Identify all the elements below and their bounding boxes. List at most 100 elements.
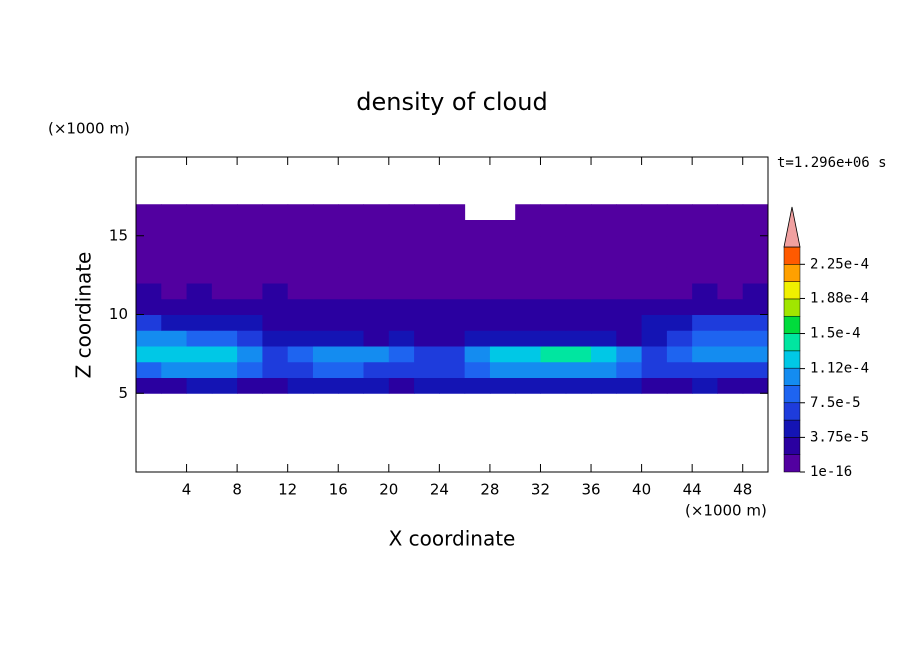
x-tick-label: 40 — [632, 481, 651, 499]
colorbar-tick-label: 1.12e-4 — [810, 361, 869, 377]
contour-cell — [515, 361, 541, 378]
contour-cell — [262, 330, 289, 347]
contour-cell — [692, 220, 718, 237]
contour-cell — [161, 314, 188, 331]
x-tick-label: 24 — [430, 481, 449, 499]
colorbar-bin — [783, 385, 801, 404]
contour-cell — [692, 283, 718, 300]
contour-cell — [616, 314, 643, 331]
contour-cell — [312, 314, 339, 331]
contour-cell — [287, 377, 314, 394]
contour-cell — [692, 377, 718, 394]
contour-cell — [489, 314, 516, 331]
contour-cell — [489, 283, 516, 300]
contour-cell — [287, 298, 314, 315]
contour-cell — [237, 346, 263, 363]
contour-cell — [591, 251, 617, 268]
contour-cell — [641, 235, 668, 252]
contour-cell — [742, 204, 768, 221]
contour-cell — [439, 346, 466, 363]
contour-cell — [186, 283, 213, 300]
contour-cell — [287, 235, 314, 252]
contour-cell — [287, 251, 314, 268]
colorbar-bin — [783, 454, 801, 473]
contour-cell — [565, 298, 592, 315]
contour-cell — [666, 251, 693, 268]
contour-cell — [742, 267, 768, 284]
x-axis-label: X coordinate — [389, 527, 516, 551]
contour-cell — [186, 251, 213, 268]
contour-cell — [641, 361, 668, 378]
contour-cell — [161, 298, 188, 315]
contour-cell — [591, 361, 617, 378]
contour-cell — [540, 314, 567, 331]
contour-cell — [641, 314, 668, 331]
contour-cell — [540, 220, 567, 237]
contour-cell — [262, 314, 289, 331]
contour-cell — [489, 330, 516, 347]
contour-cell — [439, 283, 466, 300]
contour-cell — [591, 204, 617, 221]
colorbar-tick-label: 2.25e-4 — [810, 256, 869, 272]
contour-cell — [464, 251, 491, 268]
contour-cell — [388, 267, 415, 284]
contour-cell — [237, 330, 263, 347]
contour-cell — [363, 361, 390, 378]
contour-cell — [742, 346, 768, 363]
contour-cell — [666, 267, 693, 284]
contour-cell — [186, 298, 213, 315]
y-tick-label: 15 — [109, 226, 128, 244]
y-unit: (×1000 m) — [48, 120, 130, 138]
contour-cell — [262, 220, 289, 237]
colorbar-bin — [783, 246, 801, 265]
contour-cell — [338, 251, 365, 268]
contour-cell — [211, 283, 238, 300]
contour-cell — [262, 251, 289, 268]
contour-cell — [414, 361, 440, 378]
contour-cell — [338, 283, 365, 300]
contour-cell — [641, 346, 668, 363]
contour-cell — [540, 204, 567, 221]
contour-cell — [439, 330, 466, 347]
contour-cell — [237, 204, 263, 221]
contour-cell — [565, 314, 592, 331]
contour-cell — [515, 220, 541, 237]
chart-title: density of cloud — [356, 88, 547, 116]
contour-cell — [186, 330, 213, 347]
contour-cell — [591, 220, 617, 237]
contour-cell — [136, 330, 162, 347]
contour-cell — [262, 346, 289, 363]
contour-cell — [439, 235, 466, 252]
contour-cell — [464, 267, 491, 284]
contour-cell — [388, 235, 415, 252]
contour-cell — [565, 235, 592, 252]
contour-cell — [742, 377, 768, 394]
contour-cell — [591, 267, 617, 284]
contour-cell — [161, 283, 188, 300]
contour-cell — [136, 235, 162, 252]
contour-cell — [287, 204, 314, 221]
contour-cell — [742, 314, 768, 331]
contour-cell — [211, 204, 238, 221]
contour-cell — [464, 235, 491, 252]
contour-cell — [363, 204, 390, 221]
contour-cell — [237, 283, 263, 300]
contour-cell — [616, 235, 643, 252]
contour-cell — [312, 235, 339, 252]
contour-cell — [489, 267, 516, 284]
contour-cell — [136, 283, 162, 300]
contour-cell — [565, 361, 592, 378]
contour-cell — [540, 346, 567, 363]
contour-cell — [515, 235, 541, 252]
colorbar-bin — [783, 315, 801, 334]
contour-cell — [237, 361, 263, 378]
contour-cell — [414, 330, 440, 347]
contour-cell — [616, 298, 643, 315]
x-tick-label: 12 — [278, 481, 297, 499]
contour-cell — [666, 346, 693, 363]
contour-cell — [439, 314, 466, 331]
contour-cell — [515, 267, 541, 284]
contour-cell — [237, 235, 263, 252]
contour-cell — [692, 330, 718, 347]
contour-cell — [414, 251, 440, 268]
